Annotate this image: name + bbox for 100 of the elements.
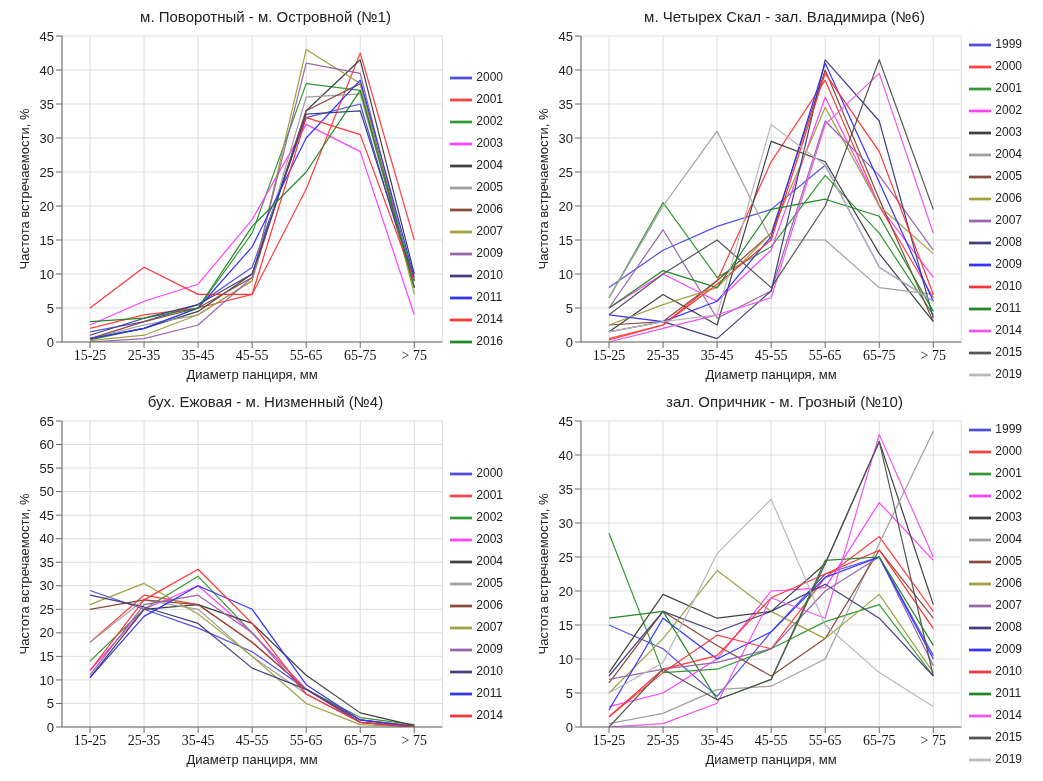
- y-tick-label: 50: [39, 484, 54, 500]
- x-tick-label: 45-55: [754, 732, 788, 748]
- y-tick-label: 35: [39, 96, 54, 112]
- legend-label: 2009: [995, 642, 1022, 657]
- y-tick-label: 5: [46, 696, 54, 712]
- y-tick-label: 20: [558, 583, 573, 599]
- x-tick-label: 55-65: [808, 347, 842, 363]
- legend-label: 2011: [995, 686, 1022, 701]
- y-tick-label: 30: [39, 578, 54, 594]
- legend-label: 2000: [995, 444, 1022, 459]
- legend-label: 2003: [995, 125, 1022, 140]
- y-tick-label: 45: [558, 28, 573, 44]
- y-tick-label: 20: [39, 198, 54, 214]
- y-tick-label: 0: [565, 334, 573, 350]
- legend-label: 2014: [995, 323, 1022, 338]
- x-tick-label: 45-55: [754, 347, 788, 363]
- y-tick-label: 10: [558, 266, 573, 282]
- y-tick-label: 25: [558, 549, 573, 565]
- legend-label: 2005: [476, 576, 503, 591]
- legend-label: 2007: [995, 598, 1022, 613]
- legend-label: 2006: [476, 202, 503, 217]
- x-tick-label: 55-65: [289, 732, 323, 748]
- y-tick-label: 40: [558, 62, 573, 78]
- x-tick-label: 65-75: [343, 732, 377, 748]
- x-tick-label: > 75: [401, 732, 427, 748]
- y-tick-label: 5: [46, 300, 54, 316]
- x-tick-label: 15-25: [592, 347, 626, 363]
- legend-label: 2000: [476, 70, 503, 85]
- legend-label: 2005: [476, 180, 503, 195]
- y-tick-label: 5: [565, 300, 573, 316]
- x-tick-label: 15-25: [592, 732, 626, 748]
- legend-label: 2014: [476, 312, 503, 327]
- y-tick-label: 10: [39, 672, 54, 688]
- y-tick-label: 35: [558, 96, 573, 112]
- y-tick-label: 15: [558, 617, 573, 633]
- y-tick-label: 55: [39, 460, 54, 476]
- legend-label: 2016: [476, 334, 503, 349]
- legend-label: 2011: [995, 301, 1022, 316]
- y-tick-label: 30: [558, 515, 573, 531]
- y-axis-title: Частота встречаемости, %: [16, 493, 32, 655]
- x-tick-label: 65-75: [862, 347, 896, 363]
- x-tick-label: 35-45: [700, 347, 734, 363]
- y-tick-label: 35: [558, 481, 573, 497]
- x-tick-label: 35-45: [700, 732, 734, 748]
- x-tick-label: 15-25: [73, 347, 107, 363]
- legend-label: 2015: [995, 730, 1022, 745]
- legend-label: 2001: [476, 488, 503, 503]
- y-axis-title: Частота встречаемости, %: [535, 108, 551, 270]
- x-tick-label: 65-75: [862, 732, 896, 748]
- x-tick-label: 25-35: [646, 347, 680, 363]
- y-tick-label: 60: [39, 437, 54, 453]
- legend-label: 2015: [995, 345, 1022, 360]
- y-tick-label: 30: [558, 130, 573, 146]
- y-tick-label: 35: [39, 554, 54, 570]
- x-tick-label: > 75: [920, 732, 946, 748]
- legend-label: 2006: [476, 598, 503, 613]
- chart-title: м. Четырех Скал - зал. Владимира (№6): [643, 8, 926, 27]
- y-tick-label: 5: [565, 685, 573, 701]
- x-tick-label: 25-35: [646, 732, 680, 748]
- x-tick-label: > 75: [920, 347, 946, 363]
- legend-label: 2009: [476, 642, 503, 657]
- y-tick-label: 25: [39, 601, 54, 617]
- legend-label: 2009: [476, 246, 503, 261]
- legend-label: 2014: [995, 708, 1022, 723]
- x-tick-label: > 75: [401, 347, 427, 363]
- legend-label: 2000: [476, 466, 503, 481]
- legend-label: 2005: [995, 554, 1022, 569]
- chart-title: бух. Ежовая - м. Низменный (№4): [146, 393, 385, 412]
- legend-label: 2004: [476, 158, 503, 173]
- legend-label: 1999: [995, 37, 1022, 52]
- y-tick-label: 10: [39, 266, 54, 282]
- legend-label: 2003: [476, 532, 503, 547]
- x-tick-label: 45-55: [235, 732, 269, 748]
- y-tick-label: 45: [39, 28, 54, 44]
- legend-label: 2009: [995, 257, 1022, 272]
- legend-label: 2002: [995, 488, 1022, 503]
- legend-label: 2007: [476, 224, 503, 239]
- legend-label: 1999: [995, 422, 1022, 437]
- legend-label: 2003: [476, 136, 503, 151]
- y-axis-title: Частота встречаемости, %: [16, 108, 32, 270]
- x-axis-title: Диаметр панциря, мм: [705, 752, 837, 768]
- y-tick-label: 30: [39, 130, 54, 146]
- y-tick-label: 15: [39, 232, 54, 248]
- legend-label: 2010: [476, 268, 503, 283]
- legend-label: 2005: [995, 169, 1022, 184]
- y-axis-title: Частота встречаемости, %: [535, 493, 551, 655]
- legend-label: 2008: [995, 235, 1022, 250]
- y-tick-label: 0: [565, 719, 573, 735]
- legend-label: 2006: [995, 576, 1022, 591]
- y-tick-label: 45: [558, 413, 573, 429]
- legend-label: 2002: [476, 114, 503, 129]
- y-tick-label: 25: [39, 164, 54, 180]
- legend-label: 2004: [476, 554, 503, 569]
- x-axis-title: Диаметр панциря, мм: [186, 367, 318, 383]
- y-tick-label: 0: [46, 719, 54, 735]
- legend-label: 2004: [995, 532, 1022, 547]
- chart-title: м. Поворотный - м. Островной (№1): [139, 8, 392, 27]
- x-tick-label: 55-65: [289, 347, 323, 363]
- legend-label: 2002: [476, 510, 503, 525]
- legend-label: 2008: [995, 620, 1022, 635]
